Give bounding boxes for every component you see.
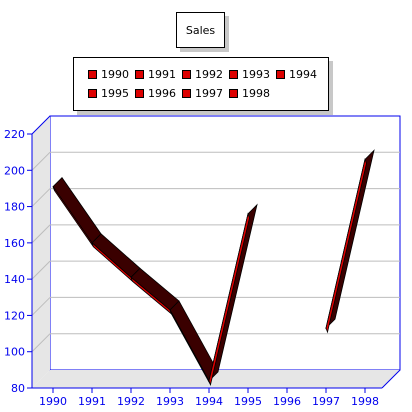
y-tick-label: 120 bbox=[4, 309, 25, 322]
legend-item: 1994 bbox=[276, 67, 323, 81]
legend-label: 1992 bbox=[195, 67, 223, 81]
legend-grid: 1990 1991 1992 1993 1994 1995 1996 1997 1998 bbox=[88, 67, 323, 100]
legend-swatch bbox=[182, 88, 191, 98]
x-tick-label: 1994 bbox=[195, 395, 223, 408]
x-tick-label: 1995 bbox=[234, 395, 262, 408]
chart-title-box: Sales bbox=[176, 12, 225, 48]
plot-floor bbox=[32, 370, 400, 388]
legend-item: 1993 bbox=[229, 67, 276, 81]
legend: 1990 1991 1992 1993 1994 1995 1996 1997 1998 bbox=[73, 57, 329, 111]
legend-item: 1997 bbox=[182, 86, 229, 100]
chart-title: Sales bbox=[185, 23, 216, 37]
legend-item: 1991 bbox=[135, 67, 182, 81]
x-tick-label: 1996 bbox=[273, 395, 301, 408]
legend-label: 1991 bbox=[148, 67, 176, 81]
legend-item: 1996 bbox=[135, 86, 182, 100]
legend-swatch bbox=[88, 88, 97, 98]
gridline-side bbox=[31, 333, 51, 353]
y-tick-label: 180 bbox=[4, 201, 25, 214]
ribbon-front bbox=[325, 158, 367, 334]
ribbon-front bbox=[208, 212, 250, 387]
legend-label: 1994 bbox=[289, 67, 317, 81]
legend-item: 1990 bbox=[88, 67, 135, 81]
legend-label: 1995 bbox=[101, 86, 129, 100]
legend-swatch bbox=[229, 88, 238, 98]
legend-item: 1998 bbox=[229, 86, 276, 100]
x-axis-depth bbox=[381, 369, 401, 389]
x-tick-label: 1990 bbox=[39, 395, 67, 408]
y-tick-label: 140 bbox=[4, 273, 25, 286]
gridline-side bbox=[31, 260, 51, 280]
gridline-side bbox=[31, 224, 51, 244]
y-tick-label: 100 bbox=[4, 346, 25, 359]
legend-label: 1997 bbox=[195, 86, 223, 100]
y-axis-depth bbox=[31, 115, 51, 135]
gridline-side bbox=[31, 188, 51, 207]
legend-item: 1995 bbox=[88, 86, 135, 100]
legend-label: 1993 bbox=[242, 67, 270, 81]
gridline-side bbox=[31, 151, 51, 171]
legend-swatch bbox=[276, 69, 285, 79]
y-tick-label: 200 bbox=[4, 164, 25, 177]
x-tick-label: 1997 bbox=[312, 395, 340, 408]
legend-swatch bbox=[229, 69, 238, 79]
legend-swatch bbox=[182, 69, 191, 79]
gridline-side bbox=[31, 297, 51, 316]
legend-swatch bbox=[88, 69, 97, 79]
legend-label: 1998 bbox=[242, 86, 270, 100]
y-tick-label: 160 bbox=[4, 237, 25, 250]
legend-swatch bbox=[135, 88, 144, 98]
legend-swatch bbox=[135, 69, 144, 79]
x-tick-label: 1991 bbox=[78, 395, 106, 408]
x-tick-label: 1992 bbox=[117, 395, 145, 408]
legend-label: 1996 bbox=[148, 86, 176, 100]
x-tick-label: 1998 bbox=[351, 395, 379, 408]
legend-item: 1992 bbox=[182, 67, 229, 81]
x-tick-label: 1993 bbox=[156, 395, 184, 408]
y-tick-label: 80 bbox=[11, 382, 25, 395]
legend-label: 1990 bbox=[101, 67, 129, 81]
y-tick-label: 220 bbox=[4, 128, 25, 141]
plot-side-wall bbox=[32, 116, 50, 388]
